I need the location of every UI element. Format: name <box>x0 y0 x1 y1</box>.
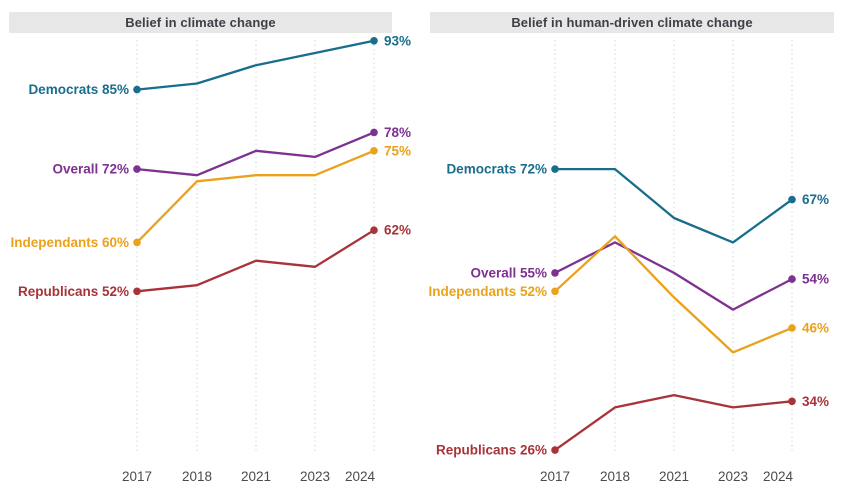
axis-tick-label: 2021 <box>241 469 271 484</box>
data-point-dot <box>788 195 796 204</box>
data-point-dot <box>551 287 559 296</box>
series-line <box>135 131 376 177</box>
series-start-label: Overall 55% <box>470 265 547 280</box>
axis-tick-label: 2024 <box>345 469 376 484</box>
series-start-label: Overall 72% <box>52 162 129 177</box>
series-end-label: 78% <box>384 125 411 140</box>
axis-tick-label: 2024 <box>763 469 794 484</box>
data-point-dot <box>788 397 796 406</box>
axis-tick-label: 2023 <box>300 469 330 484</box>
series-line <box>553 235 794 354</box>
axis-tick-label: 2018 <box>182 469 212 484</box>
series-end-label: 62% <box>384 223 411 238</box>
data-point-dot <box>370 147 378 155</box>
series-line <box>135 149 376 244</box>
axis-tick-label: 2023 <box>718 469 748 484</box>
data-point-dot <box>551 446 559 454</box>
series-start-label: Democrats 85% <box>28 82 129 97</box>
data-point-dot <box>370 226 378 234</box>
series-end-label: 34% <box>802 394 829 409</box>
series-line <box>553 241 794 311</box>
series-line <box>553 393 794 452</box>
data-point-dot <box>788 275 796 283</box>
data-point-dot <box>788 324 796 332</box>
series-end-label: 54% <box>802 272 829 287</box>
series-end-label: 46% <box>802 320 829 335</box>
series-end-label: 75% <box>384 143 411 158</box>
series-end-label: 93% <box>384 33 411 48</box>
axis-tick-label: 2021 <box>659 469 689 484</box>
series-start-label: Republicans 26% <box>436 443 547 458</box>
data-point-dot <box>133 238 141 247</box>
data-point-dot <box>133 287 141 296</box>
series-start-label: Republicans 52% <box>18 284 129 299</box>
data-point-dot <box>551 165 559 173</box>
data-point-dot <box>133 165 141 173</box>
axis-tick-label: 2018 <box>600 469 630 484</box>
series-line <box>553 167 794 244</box>
series-start-label: Democrats 72% <box>446 162 547 177</box>
series-line <box>135 229 376 293</box>
data-point-dot <box>133 85 141 94</box>
axis-tick-label: 2017 <box>122 469 152 484</box>
series-start-label: Independants 52% <box>428 284 547 299</box>
series-line <box>135 39 376 91</box>
chart-title-belief-climate-change: Belief in climate change <box>9 12 392 33</box>
series-start-label: Independants 60% <box>10 235 129 250</box>
axis-tick-label: 2017 <box>540 469 570 484</box>
data-point-dot <box>370 37 378 45</box>
chart-title-belief-human-driven: Belief in human-driven climate change <box>430 12 834 33</box>
data-point-dot <box>551 269 559 277</box>
data-point-dot <box>370 128 378 137</box>
series-end-label: 67% <box>802 192 829 207</box>
